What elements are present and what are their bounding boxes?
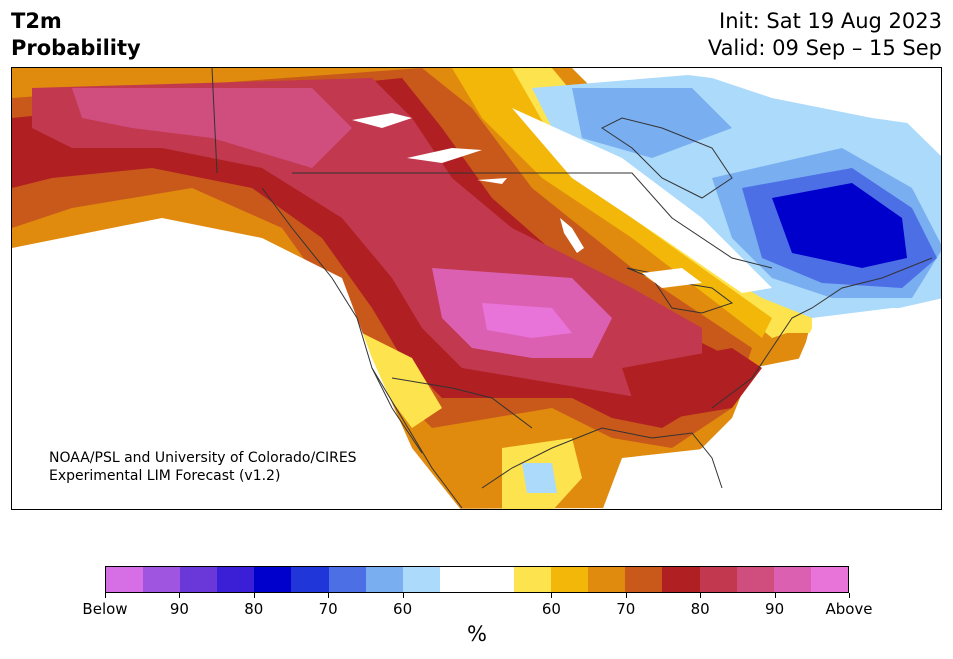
valid-range: Valid: 09 Sep – 15 Sep [707, 36, 942, 60]
colorbar-swatch [217, 567, 255, 592]
colorbar-swatch [551, 567, 589, 592]
colorbar-swatch [773, 567, 811, 592]
colorbar-tick-mark [328, 593, 330, 598]
band-lightblue-mexico [522, 463, 557, 493]
title-line-2: Probability [11, 36, 141, 60]
lake-superior [642, 268, 702, 288]
colorbar-tick-label: 70 [616, 600, 636, 618]
great-bear-lake [352, 113, 412, 128]
map-title: T2m Probability [11, 8, 141, 62]
colorbar-tick-label: 70 [318, 600, 338, 618]
band-white-arctic [632, 68, 941, 128]
colorbar-tick-mark [105, 593, 106, 598]
colorbar-swatch [736, 567, 774, 592]
credit-text: NOAA/PSL and University of Colorado/CIRE… [49, 449, 357, 485]
colorbar-swatch [180, 567, 218, 592]
colorbar-swatch [328, 567, 366, 592]
probability-map [11, 67, 942, 510]
us-canada-border [292, 172, 773, 269]
colorbar-tick-label: 80 [244, 600, 264, 618]
colorbar-tick-mark [625, 593, 627, 598]
east-coast [711, 257, 933, 409]
title-line-1: T2m [11, 9, 62, 33]
band-navy-east [772, 183, 907, 268]
colorbar-swatch [699, 567, 737, 592]
band-yellow-baja [352, 328, 442, 428]
west-coast [261, 187, 463, 509]
colorbar-tick-label: Above [825, 600, 873, 618]
init-date: Init: Sat 19 Aug 2023 [719, 9, 942, 33]
band-white-tongue [512, 108, 772, 293]
credit-line-2: Experimental LIM Forecast (v1.2) [49, 468, 281, 484]
colorbar-tick-mark [179, 593, 181, 598]
band-white-pacific [12, 218, 461, 509]
band-red-southeast [622, 348, 762, 418]
map-canvas [12, 68, 941, 509]
colorbar-tick-mark [253, 593, 255, 598]
colorbar-swatch [514, 567, 552, 592]
colorbar-swatch [810, 567, 848, 592]
lakes [352, 113, 702, 288]
colorbar-tick-label: 80 [690, 600, 710, 618]
colorbar-tick-mark [402, 593, 404, 598]
alaska-border [211, 68, 218, 174]
colorbar-swatch [588, 567, 626, 592]
baja-peninsula [371, 367, 423, 454]
forecast-dates: Init: Sat 19 Aug 2023 Valid: 09 Sep – 15… [708, 8, 942, 62]
colorbar-swatch [106, 567, 144, 592]
colorbar-tick-label: 90 [169, 600, 189, 618]
colorbar-swatch [476, 567, 515, 592]
colorbar-tick-label: 60 [541, 600, 561, 618]
credit-line-1: NOAA/PSL and University of Colorado/CIRE… [49, 450, 357, 466]
colorbar-tick-mark [700, 593, 702, 598]
colorbar-tick-label: Below [82, 600, 128, 618]
hudson-bay [601, 117, 733, 199]
band-pink [72, 88, 352, 168]
colorbar-tick-label: 90 [765, 600, 785, 618]
colorbar-swatch [291, 567, 329, 592]
colorbar-swatch [439, 567, 477, 592]
us-mexico-border [391, 377, 533, 429]
colorbar-swatch [254, 567, 292, 592]
colorbar-swatch [143, 567, 181, 592]
great-slave-lake [407, 148, 482, 163]
coastlines-borders [211, 68, 933, 509]
gulf-coast [481, 427, 723, 489]
colorbar-tick-label: 60 [393, 600, 413, 618]
colorbar-swatch [365, 567, 403, 592]
colorbar-unit: % [467, 622, 487, 646]
colorbar-swatch [625, 567, 663, 592]
colorbar-tick-mark [849, 593, 850, 598]
lake-winnipeg [560, 218, 584, 253]
colorbar-swatch [402, 567, 440, 592]
colorbar-tick-mark [551, 593, 553, 598]
lake-athabasca [477, 178, 507, 184]
probability-fill [12, 68, 941, 509]
probability-colorbar [105, 566, 849, 593]
colorbar-tick-mark [774, 593, 776, 598]
colorbar-swatch [662, 567, 700, 592]
band-magenta-core [482, 303, 572, 338]
band-white-atlantic [772, 298, 941, 509]
